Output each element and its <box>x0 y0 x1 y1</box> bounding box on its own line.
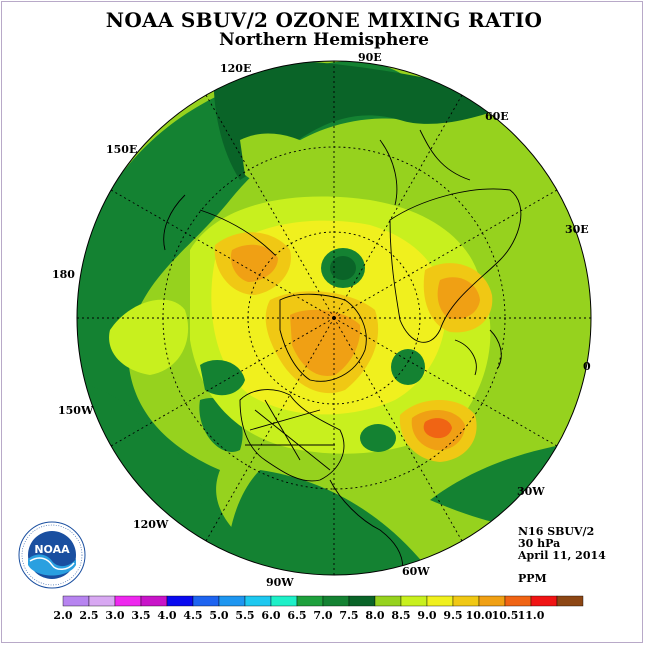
lon-label-150w: 150W <box>58 404 94 417</box>
colorbar-tick-label: 10.0 <box>465 609 493 622</box>
colorbar-swatch <box>374 595 402 607</box>
colorbar-swatch <box>556 595 584 607</box>
lon-label-120w: 120W <box>133 518 169 531</box>
colorbar-tick-label: 2.0 <box>53 609 73 622</box>
colorbar-tick-label: 10.5 <box>491 609 519 622</box>
colorbar-swatch <box>140 595 168 607</box>
lon-label-60w: 60W <box>402 565 430 578</box>
colorbar-swatch <box>88 595 116 607</box>
lon-label-150e: 150E <box>106 143 138 156</box>
lon-label-120e: 120E <box>220 62 252 75</box>
colorbar-tick-label: 5.0 <box>209 609 229 622</box>
colorbar-swatch <box>348 595 376 607</box>
colorbar-swatch <box>452 595 480 607</box>
colorbar-swatch <box>166 595 194 607</box>
colorbar-swatch <box>114 595 142 607</box>
lon-label-60e: 60E <box>485 110 509 123</box>
pressure-level-label: 30 hPa <box>518 537 561 550</box>
colorbar <box>62 595 584 607</box>
lon-label-90w: 90W <box>266 576 294 589</box>
lon-label-30e: 30E <box>565 223 589 236</box>
colorbar-swatch <box>192 595 220 607</box>
colorbar-swatch <box>504 595 532 607</box>
colorbar-swatch <box>270 595 298 607</box>
map-subtitle: Northern Hemisphere <box>219 30 429 50</box>
noaa-logo: NOAA <box>18 521 86 589</box>
colorbar-tick-label: 6.0 <box>261 609 281 622</box>
colorbar-tick-label: 8.5 <box>391 609 411 622</box>
colorbar-swatch <box>426 595 454 607</box>
lon-label-30w: 30W <box>517 485 545 498</box>
lon-label-0: 0 <box>583 360 591 373</box>
colorbar-tick-label: 6.5 <box>287 609 307 622</box>
colorbar-tick-label: 4.5 <box>183 609 203 622</box>
colorbar-swatch <box>244 595 272 607</box>
colorbar-swatch <box>478 595 506 607</box>
graticule <box>77 61 591 575</box>
map-title: NOAA SBUV/2 OZONE MIXING RATIO <box>105 8 543 32</box>
colorbar-swatch <box>296 595 324 607</box>
colorbar-swatch <box>322 595 350 607</box>
units-label: PPM <box>518 572 547 585</box>
colorbar-tick-label: 3.5 <box>131 609 151 622</box>
colorbar-swatch <box>400 595 428 607</box>
coastlines <box>163 129 522 575</box>
colorbar-tick-label: 7.0 <box>313 609 333 622</box>
colorbar-tick-label: 5.5 <box>235 609 255 622</box>
lon-label-180: 180 <box>52 268 75 281</box>
colorbar-swatch <box>218 595 246 607</box>
colorbar-tick-label: 9.5 <box>443 609 463 622</box>
colorbar-swatch <box>530 595 558 607</box>
colorbar-tick-label: 2.5 <box>79 609 99 622</box>
colorbar-tick-label: 8.0 <box>365 609 385 622</box>
colorbar-tick-label: 3.0 <box>105 609 125 622</box>
colorbar-tick-label: 9.0 <box>417 609 437 622</box>
date-label: April 11, 2014 <box>518 549 606 562</box>
colorbar-tick-label: 7.5 <box>339 609 359 622</box>
colorbar-tick-label: 11.0 <box>517 609 545 622</box>
noaa-logo-text: NOAA <box>34 543 70 556</box>
instrument-label: N16 SBUV/2 <box>518 525 595 538</box>
colorbar-tick-label: 4.0 <box>157 609 177 622</box>
map-boundary <box>76 60 592 576</box>
colorbar-swatch <box>62 595 90 607</box>
lon-label-90e: 90E <box>358 51 382 64</box>
